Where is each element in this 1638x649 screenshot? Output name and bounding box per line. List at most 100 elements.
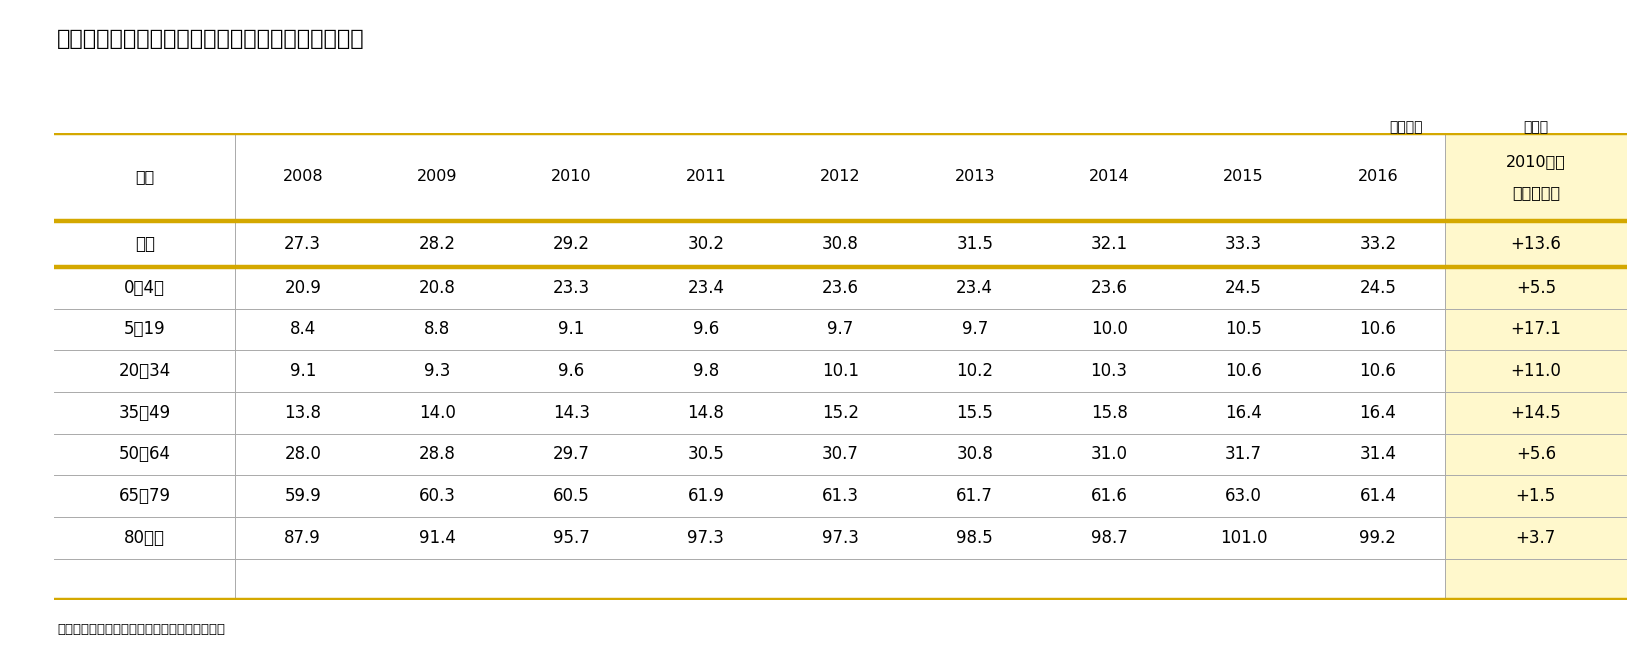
Text: +11.0: +11.0 [1510, 362, 1561, 380]
Text: +1.5: +1.5 [1515, 487, 1556, 505]
Text: 8.4: 8.4 [290, 321, 316, 338]
Text: 2008: 2008 [282, 169, 323, 184]
Text: 9.1: 9.1 [559, 321, 585, 338]
Text: 13.8: 13.8 [285, 404, 321, 422]
Text: 20.9: 20.9 [285, 278, 321, 297]
Text: 2012: 2012 [821, 169, 860, 184]
Text: 9.3: 9.3 [424, 362, 450, 380]
Text: 60.5: 60.5 [554, 487, 590, 505]
Text: 年度: 年度 [136, 169, 154, 184]
Text: 99.2: 99.2 [1360, 529, 1396, 547]
Text: 2015: 2015 [1224, 169, 1265, 184]
Text: 14.3: 14.3 [554, 404, 590, 422]
Text: 97.3: 97.3 [688, 529, 724, 547]
Text: 20～34: 20～34 [118, 362, 170, 380]
Text: +5.5: +5.5 [1515, 278, 1556, 297]
Text: 2013: 2013 [955, 169, 994, 184]
Text: +5.6: +5.6 [1515, 445, 1556, 463]
Text: 31.5: 31.5 [957, 235, 993, 253]
Text: からの伸び: からの伸び [1512, 185, 1559, 200]
Text: 15.2: 15.2 [822, 404, 858, 422]
Text: 9.1: 9.1 [290, 362, 316, 380]
Text: 23.4: 23.4 [957, 278, 993, 297]
Text: 50～64: 50～64 [120, 445, 170, 463]
Text: 28.8: 28.8 [419, 445, 455, 463]
Text: 8.8: 8.8 [424, 321, 450, 338]
Text: 2010年度: 2010年度 [1505, 154, 1566, 169]
Text: 24.5: 24.5 [1360, 278, 1396, 297]
Text: 30.2: 30.2 [688, 235, 724, 253]
Text: 14.0: 14.0 [419, 404, 455, 422]
Text: 30.7: 30.7 [822, 445, 858, 463]
Text: （資料）厚生労働省「国民医療費」（各年度）: （資料）厚生労働省「国民医療費」（各年度） [57, 623, 226, 636]
Text: 9.7: 9.7 [962, 321, 988, 338]
Text: 2010: 2010 [550, 169, 591, 184]
Text: 10.3: 10.3 [1091, 362, 1127, 380]
Text: 10.6: 10.6 [1225, 362, 1261, 380]
Text: 15.5: 15.5 [957, 404, 993, 422]
Text: 28.0: 28.0 [285, 445, 321, 463]
Text: +3.7: +3.7 [1515, 529, 1556, 547]
Text: 30.8: 30.8 [822, 235, 858, 253]
Text: 2016: 2016 [1358, 169, 1399, 184]
Text: 32.1: 32.1 [1091, 235, 1127, 253]
Text: 10.0: 10.0 [1091, 321, 1127, 338]
Text: 16.4: 16.4 [1360, 404, 1396, 422]
Text: 23.6: 23.6 [1091, 278, 1127, 297]
Text: 59.9: 59.9 [285, 487, 321, 505]
Text: 80歳～: 80歳～ [124, 529, 165, 547]
Text: 63.0: 63.0 [1225, 487, 1261, 505]
Text: 23.4: 23.4 [688, 278, 724, 297]
Text: 65～79: 65～79 [120, 487, 170, 505]
Text: 0～4歳: 0～4歳 [124, 278, 165, 297]
Text: 全体: 全体 [134, 235, 154, 253]
Text: +17.1: +17.1 [1510, 321, 1561, 338]
Text: 10.5: 10.5 [1225, 321, 1261, 338]
Text: 31.7: 31.7 [1225, 445, 1261, 463]
Text: 95.7: 95.7 [554, 529, 590, 547]
Text: 9.6: 9.6 [559, 362, 585, 380]
Text: 101.0: 101.0 [1220, 529, 1268, 547]
Text: 61.3: 61.3 [822, 487, 858, 505]
Text: 61.9: 61.9 [688, 487, 724, 505]
Text: 9.8: 9.8 [693, 362, 719, 380]
Text: 87.9: 87.9 [285, 529, 321, 547]
Text: 27.3: 27.3 [285, 235, 321, 253]
Text: +13.6: +13.6 [1510, 235, 1561, 253]
Text: 10.6: 10.6 [1360, 362, 1396, 380]
Text: 2014: 2014 [1089, 169, 1130, 184]
Text: （万円）: （万円） [1389, 120, 1422, 134]
Text: 10.2: 10.2 [957, 362, 993, 380]
Text: 2009: 2009 [416, 169, 457, 184]
Text: 33.3: 33.3 [1225, 235, 1261, 253]
Text: 30.5: 30.5 [688, 445, 724, 463]
Bar [1445, 133, 1627, 600]
Text: 91.4: 91.4 [419, 529, 455, 547]
Text: 30.8: 30.8 [957, 445, 993, 463]
Text: 23.3: 23.3 [554, 278, 590, 297]
Text: 9.6: 9.6 [693, 321, 719, 338]
Text: 61.7: 61.7 [957, 487, 993, 505]
Text: 98.5: 98.5 [957, 529, 993, 547]
Text: 61.6: 61.6 [1091, 487, 1127, 505]
Text: 図表３　年齢群団別　一人当たり国民医療費の推移: 図表３ 年齢群団別 一人当たり国民医療費の推移 [57, 29, 365, 49]
Text: 10.1: 10.1 [822, 362, 858, 380]
Text: 2011: 2011 [686, 169, 726, 184]
Text: 61.4: 61.4 [1360, 487, 1396, 505]
Text: 29.7: 29.7 [554, 445, 590, 463]
Text: 33.2: 33.2 [1360, 235, 1397, 253]
Text: 9.7: 9.7 [827, 321, 853, 338]
Text: 20.8: 20.8 [419, 278, 455, 297]
Text: 31.0: 31.0 [1091, 445, 1127, 463]
Text: 35～49: 35～49 [118, 404, 170, 422]
Text: +14.5: +14.5 [1510, 404, 1561, 422]
Text: 28.2: 28.2 [419, 235, 455, 253]
Text: 24.5: 24.5 [1225, 278, 1261, 297]
Text: 29.2: 29.2 [554, 235, 590, 253]
Text: 16.4: 16.4 [1225, 404, 1261, 422]
Text: 5～19: 5～19 [124, 321, 165, 338]
Text: 98.7: 98.7 [1091, 529, 1127, 547]
Text: （％）: （％） [1523, 120, 1548, 134]
Text: 60.3: 60.3 [419, 487, 455, 505]
Text: 23.6: 23.6 [822, 278, 858, 297]
